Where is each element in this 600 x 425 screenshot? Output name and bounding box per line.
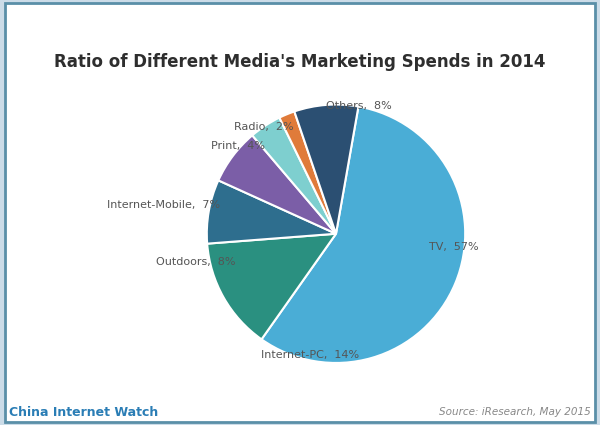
Wedge shape [207, 234, 336, 339]
Wedge shape [280, 111, 336, 234]
Text: Outdoors,  8%: Outdoors, 8% [156, 257, 235, 267]
Wedge shape [252, 118, 336, 234]
Text: Radio,  2%: Radio, 2% [234, 122, 293, 131]
Text: Internet-Mobile,  7%: Internet-Mobile, 7% [107, 200, 220, 210]
Wedge shape [207, 180, 336, 244]
Text: China Internet Watch: China Internet Watch [9, 406, 158, 419]
Text: Internet-PC,  14%: Internet-PC, 14% [261, 350, 359, 360]
Text: CIW: CIW [284, 15, 316, 29]
Text: Ratio of Different Media's Marketing Spends in 2014: Ratio of Different Media's Marketing Spe… [54, 53, 546, 71]
Text: Print,  4%: Print, 4% [211, 141, 265, 151]
Text: TV,  57%: TV, 57% [429, 242, 479, 252]
FancyBboxPatch shape [5, 3, 595, 422]
Text: Source: iResearch, May 2015: Source: iResearch, May 2015 [439, 407, 591, 417]
Wedge shape [295, 105, 358, 234]
Wedge shape [262, 107, 465, 363]
Wedge shape [218, 135, 336, 234]
Text: Others,  8%: Others, 8% [326, 101, 392, 111]
